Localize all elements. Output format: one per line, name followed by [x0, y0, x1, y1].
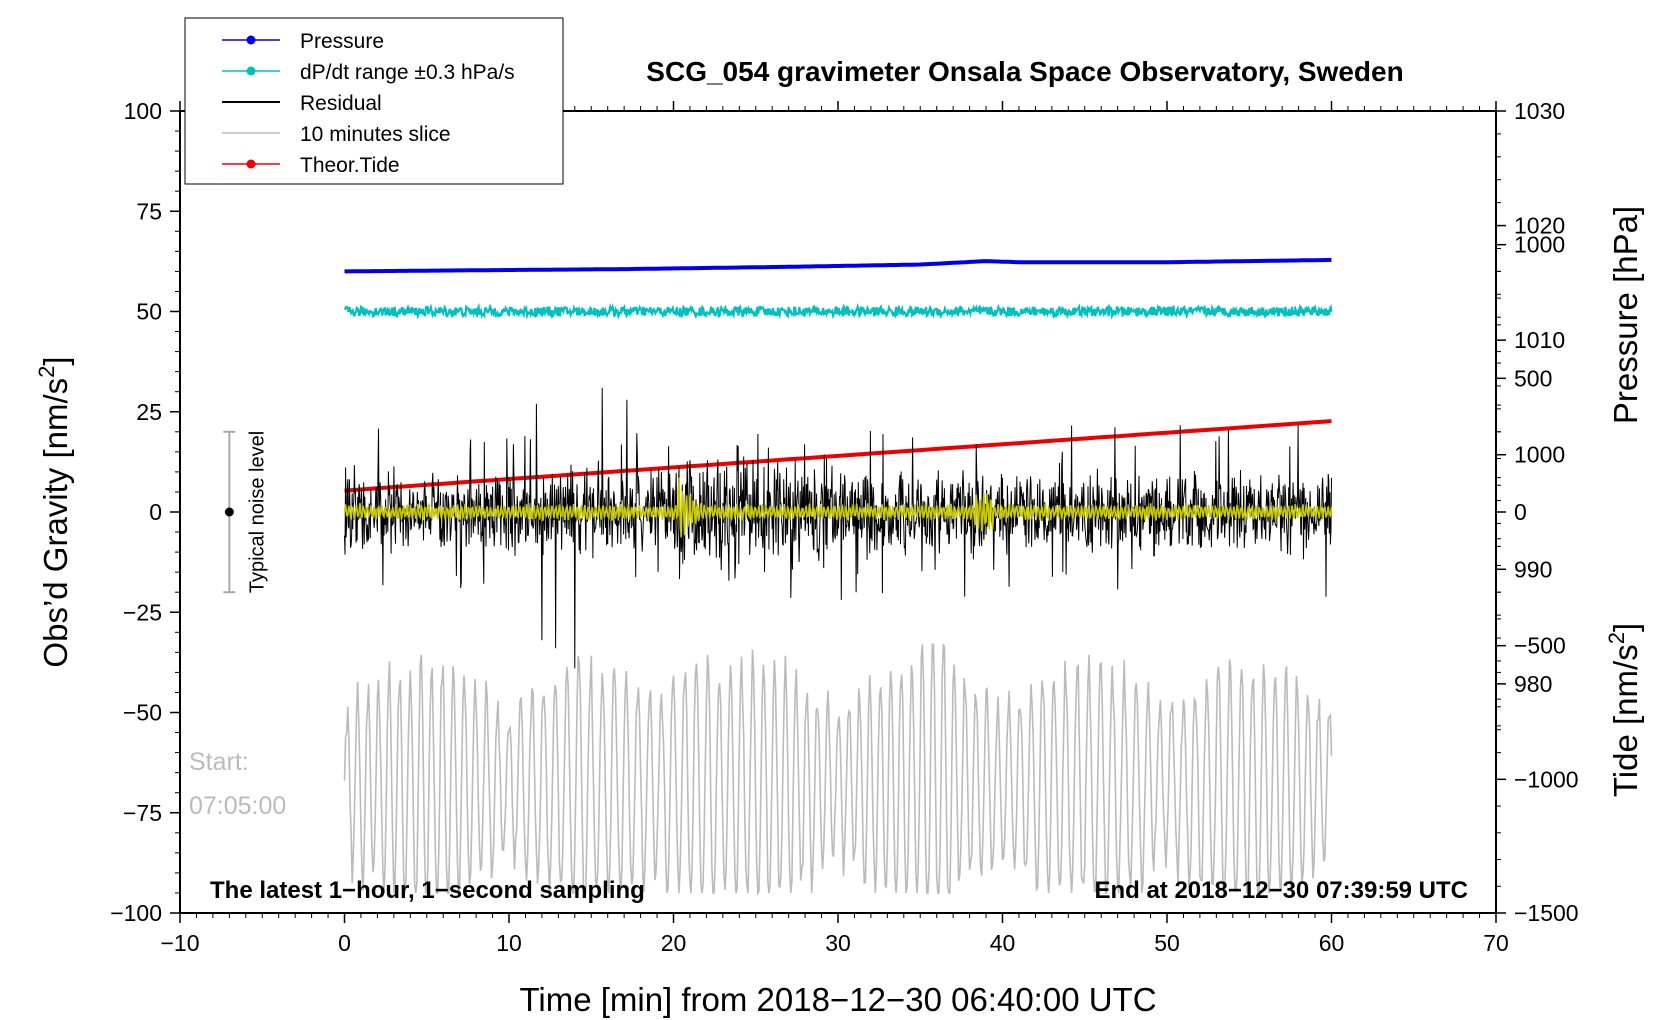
x-tick-label: 40 [990, 930, 1016, 956]
series-pressure [344, 257, 1332, 274]
chart-title: SCG_054 gravimeter Onsala Space Observat… [646, 56, 1403, 87]
start-time: 07:05:00 [189, 792, 286, 820]
y-left-tick-label: −50 [123, 700, 162, 726]
y-axis-title-tide: Tide [nm/s2] [1604, 623, 1644, 797]
legend-label: Theor.Tide [300, 154, 400, 177]
note-end-time: End at 2018−12−30 07:39:59 UTC [1094, 877, 1468, 904]
y-left-tick-label: 50 [136, 299, 162, 325]
y-axis-title-tide-close: ] [1607, 623, 1644, 632]
legend: Pressure dP/dt range ±0.3 hPa/s Residual 10… [184, 17, 564, 185]
y-tide-tick-label: −1500 [1514, 900, 1579, 926]
series-layer [343, 257, 1333, 897]
y-pressure-tick-label: 1020 [1514, 213, 1565, 239]
legend-label: Residual [300, 92, 382, 115]
x-tick-label: 10 [496, 930, 522, 956]
y-pressure-tick-label: 1010 [1514, 327, 1565, 353]
legend-label: 10 minutes slice [300, 123, 451, 146]
y-tide-tick-label: 0 [1514, 499, 1527, 525]
y-pressure-tick-label: 990 [1514, 556, 1552, 582]
y-tide-tick-label: −1000 [1514, 766, 1579, 792]
legend-marker [246, 35, 256, 45]
noise-level-label: Typical noise level [246, 431, 268, 593]
legend-items: Pressure dP/dt range ±0.3 hPa/s Residual 10… [222, 30, 515, 177]
x-tick-label: 20 [661, 930, 687, 956]
y-axis-title-left-close: ] [37, 356, 74, 365]
y-axis-title-left-main: Obs’d Gravity [nm/s [37, 378, 74, 668]
y-axis-title-tide-main: Tide [nm/s [1607, 644, 1644, 797]
legend-label: Pressure [300, 30, 384, 53]
note-sampling: The latest 1−hour, 1−second sampling [210, 877, 645, 904]
y-tide-tick-label: 1000 [1514, 232, 1565, 258]
y-tide-tick-label: −500 [1514, 633, 1566, 659]
y-left-tick-label: −25 [123, 599, 162, 625]
y-left-tick-label: −100 [110, 900, 162, 926]
x-tick-label: 60 [1319, 930, 1345, 956]
legend-marker [246, 159, 256, 169]
noise-center-dot [224, 507, 234, 517]
y-left-tick-label: 0 [149, 499, 162, 525]
y-axis-title-left-sup: 2 [34, 366, 59, 378]
x-tick-label: 50 [1154, 930, 1180, 956]
legend-marker [246, 66, 256, 76]
series-filtered-residual [343, 477, 1333, 538]
legend-label: dP/dt range ±0.3 hPa/s [300, 61, 515, 84]
tick-layer [170, 101, 1506, 923]
series-10min-slice [343, 643, 1333, 897]
y-left-tick-label: 75 [136, 198, 162, 224]
x-tick-label: 70 [1483, 930, 1509, 956]
y-tide-tick-label: 500 [1514, 365, 1552, 391]
tick-label-layer: −10 0 10 20 30 40 50 60 701007550250−25−50−75−10… [110, 98, 1578, 956]
x-tick-label: −10 [160, 930, 199, 956]
y-axis-title-pressure: Pressure [hPa] [1607, 206, 1644, 424]
series-residual [344, 387, 1332, 669]
start-label: Start: [189, 748, 249, 776]
y-left-tick-label: 100 [124, 98, 162, 124]
x-tick-label: 30 [825, 930, 851, 956]
y-pressure-tick-label: 1030 [1514, 98, 1565, 124]
x-axis-title: Time [min] from 2018−12−30 06:40:00 UTC [519, 981, 1156, 1018]
y-axis-title-tide-sup: 2 [1604, 632, 1629, 644]
y-pressure-tick-label: 1000 [1514, 442, 1565, 468]
x-tick-label: 0 [338, 930, 351, 956]
y-pressure-tick-label: 980 [1514, 671, 1552, 697]
y-left-tick-label: 25 [136, 399, 162, 425]
noise-level-marker: Typical noise level [223, 430, 268, 594]
series-dpdt [343, 302, 1333, 321]
series-theor-tide [344, 419, 1332, 493]
y-left-tick-label: −75 [123, 800, 162, 826]
y-axis-title-left: Obs’d Gravity [nm/s2] [34, 356, 74, 667]
